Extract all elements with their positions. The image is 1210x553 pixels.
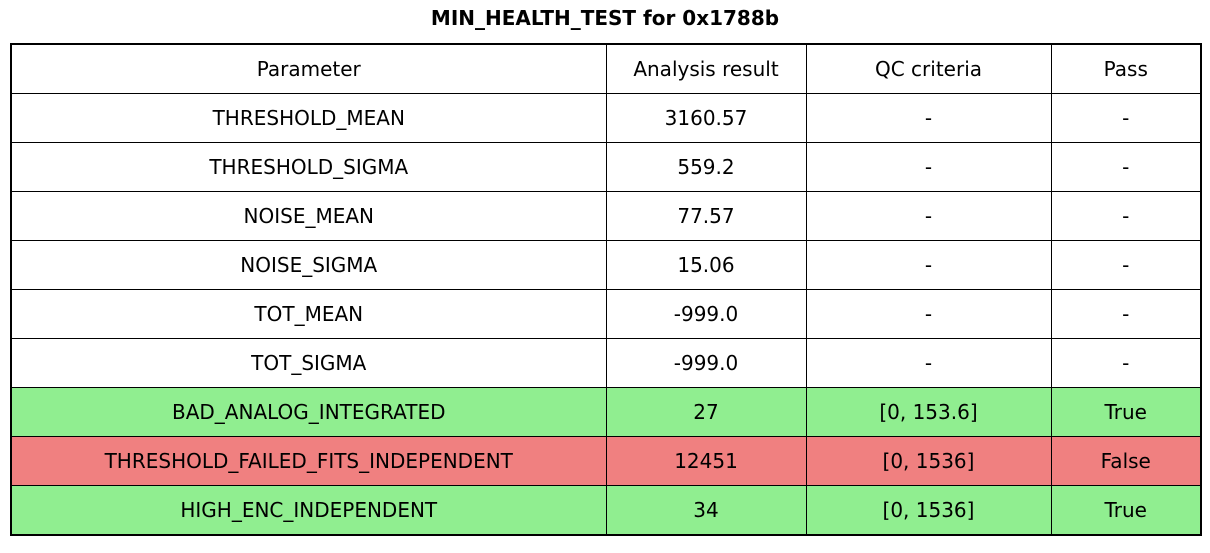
parameter-cell: NOISE_MEAN (10, 191, 607, 241)
parameter-cell: NOISE_SIGMA (10, 240, 607, 290)
pass-cell: False (1050, 436, 1202, 486)
pass-cell: - (1050, 289, 1202, 339)
qc-criteria-cell: - (805, 93, 1052, 143)
table-row: NOISE_MEAN 77.57 - - (10, 191, 1202, 241)
result-cell: 12451 (605, 436, 807, 486)
qc-criteria-cell: - (805, 289, 1052, 339)
qc-criteria-cell: [0, 1536] (805, 436, 1052, 486)
result-cell: 77.57 (605, 191, 807, 241)
table-row: THRESHOLD_SIGMA 559.2 - - (10, 142, 1202, 192)
page-title: MIN_HEALTH_TEST for 0x1788b (430, 6, 780, 30)
pass-cell: - (1050, 338, 1202, 388)
pass-cell: - (1050, 191, 1202, 241)
result-cell: 34 (605, 485, 807, 536)
table-row: HIGH_ENC_INDEPENDENT 34 [0, 1536] True (10, 485, 1202, 536)
result-cell: 559.2 (605, 142, 807, 192)
table-row: TOT_MEAN -999.0 - - (10, 289, 1202, 339)
column-header-pass: Pass (1050, 43, 1202, 94)
qc-results-table: Parameter Analysis result QC criteria Pa… (10, 43, 1202, 536)
table-row: THRESHOLD_FAILED_FITS_INDEPENDENT 12451 … (10, 436, 1202, 486)
qc-criteria-cell: [0, 1536] (805, 485, 1052, 536)
result-cell: 27 (605, 387, 807, 437)
parameter-cell: HIGH_ENC_INDEPENDENT (10, 485, 607, 536)
result-cell: 3160.57 (605, 93, 807, 143)
parameter-cell: TOT_SIGMA (10, 338, 607, 388)
table-row: BAD_ANALOG_INTEGRATED 27 [0, 153.6] True (10, 387, 1202, 437)
table-row: THRESHOLD_MEAN 3160.57 - - (10, 93, 1202, 143)
table-row: NOISE_SIGMA 15.06 - - (10, 240, 1202, 290)
column-header-parameter: Parameter (10, 43, 607, 94)
result-cell: -999.0 (605, 338, 807, 388)
pass-cell: - (1050, 240, 1202, 290)
parameter-cell: THRESHOLD_SIGMA (10, 142, 607, 192)
parameter-cell: BAD_ANALOG_INTEGRATED (10, 387, 607, 437)
result-cell: -999.0 (605, 289, 807, 339)
qc-criteria-cell: - (805, 240, 1052, 290)
pass-cell: - (1050, 93, 1202, 143)
column-header-analysis-result: Analysis result (605, 43, 807, 94)
result-cell: 15.06 (605, 240, 807, 290)
qc-criteria-cell: - (805, 338, 1052, 388)
parameter-cell: THRESHOLD_MEAN (10, 93, 607, 143)
qc-criteria-cell: [0, 153.6] (805, 387, 1052, 437)
pass-cell: - (1050, 142, 1202, 192)
qc-criteria-cell: - (805, 142, 1052, 192)
parameter-cell: TOT_MEAN (10, 289, 607, 339)
parameter-cell: THRESHOLD_FAILED_FITS_INDEPENDENT (10, 436, 607, 486)
header-row: Parameter Analysis result QC criteria Pa… (10, 43, 1202, 94)
pass-cell: True (1050, 387, 1202, 437)
column-header-qc-criteria: QC criteria (805, 43, 1052, 94)
qc-criteria-cell: - (805, 191, 1052, 241)
table-row: TOT_SIGMA -999.0 - - (10, 338, 1202, 388)
pass-cell: True (1050, 485, 1202, 536)
